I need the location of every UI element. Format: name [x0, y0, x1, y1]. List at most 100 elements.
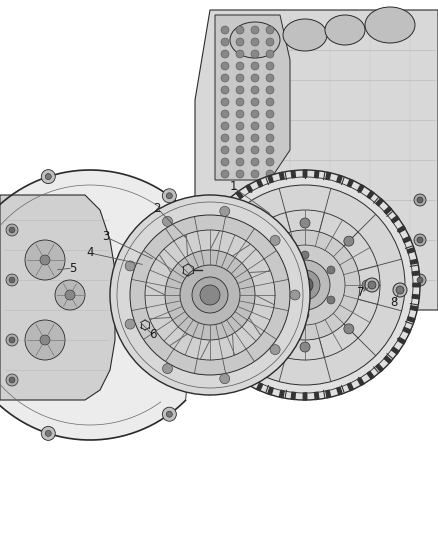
Polygon shape [337, 175, 342, 183]
Ellipse shape [365, 7, 415, 43]
Circle shape [301, 311, 309, 319]
Circle shape [145, 230, 275, 360]
Circle shape [266, 122, 274, 130]
Circle shape [275, 266, 283, 274]
Circle shape [221, 110, 229, 118]
Circle shape [297, 277, 313, 293]
Circle shape [110, 195, 310, 395]
Circle shape [327, 266, 335, 274]
Polygon shape [268, 387, 273, 395]
Circle shape [40, 255, 50, 265]
Circle shape [365, 278, 379, 292]
Polygon shape [218, 207, 226, 214]
Polygon shape [367, 372, 374, 379]
Circle shape [414, 194, 426, 206]
Polygon shape [303, 170, 307, 177]
Circle shape [236, 110, 244, 118]
Polygon shape [268, 175, 273, 183]
Circle shape [251, 26, 259, 34]
Circle shape [6, 374, 18, 386]
Circle shape [238, 280, 248, 290]
Circle shape [256, 324, 266, 334]
Circle shape [165, 250, 255, 340]
Polygon shape [246, 378, 252, 385]
Polygon shape [412, 271, 420, 276]
Circle shape [251, 98, 259, 106]
Polygon shape [384, 356, 392, 364]
Circle shape [221, 50, 229, 58]
Circle shape [221, 26, 229, 34]
Circle shape [236, 146, 244, 154]
Text: 4: 4 [86, 246, 94, 260]
Circle shape [393, 283, 407, 297]
Polygon shape [410, 306, 418, 311]
Polygon shape [413, 283, 420, 287]
Circle shape [221, 158, 229, 166]
Circle shape [266, 158, 274, 166]
Polygon shape [190, 283, 197, 287]
Circle shape [125, 319, 135, 329]
Polygon shape [218, 356, 226, 364]
Circle shape [417, 237, 423, 243]
Polygon shape [357, 184, 364, 192]
Circle shape [6, 274, 18, 286]
Circle shape [251, 38, 259, 46]
Circle shape [162, 407, 177, 421]
Circle shape [300, 218, 310, 228]
Polygon shape [205, 337, 212, 344]
Polygon shape [195, 248, 203, 253]
Circle shape [236, 170, 244, 178]
Circle shape [290, 270, 320, 300]
Polygon shape [215, 15, 290, 180]
Circle shape [275, 296, 283, 304]
Polygon shape [326, 172, 331, 180]
Circle shape [344, 324, 354, 334]
Polygon shape [403, 327, 411, 334]
Polygon shape [246, 184, 252, 192]
Circle shape [270, 345, 280, 354]
Circle shape [236, 158, 244, 166]
Circle shape [266, 62, 274, 70]
Ellipse shape [283, 19, 327, 51]
Polygon shape [211, 216, 219, 223]
Circle shape [6, 334, 18, 346]
Circle shape [266, 98, 274, 106]
Polygon shape [376, 364, 383, 372]
Polygon shape [403, 237, 411, 243]
Polygon shape [236, 372, 243, 379]
Polygon shape [227, 198, 234, 206]
Circle shape [290, 290, 300, 300]
Polygon shape [357, 378, 364, 385]
Polygon shape [195, 317, 203, 322]
Circle shape [256, 236, 266, 246]
Polygon shape [191, 295, 198, 299]
Circle shape [220, 374, 230, 384]
Polygon shape [257, 383, 263, 391]
Polygon shape [303, 393, 307, 400]
Circle shape [251, 122, 259, 130]
Circle shape [221, 170, 229, 178]
Circle shape [236, 86, 244, 94]
Circle shape [251, 110, 259, 118]
Circle shape [266, 86, 274, 94]
Polygon shape [279, 390, 284, 398]
Polygon shape [0, 170, 185, 440]
Circle shape [414, 274, 426, 286]
Circle shape [25, 240, 65, 280]
Circle shape [221, 98, 229, 106]
Circle shape [300, 342, 310, 352]
Circle shape [45, 174, 51, 180]
Circle shape [41, 169, 55, 183]
Polygon shape [236, 191, 243, 199]
Polygon shape [291, 392, 295, 400]
Circle shape [45, 430, 51, 437]
Text: 6: 6 [149, 328, 157, 342]
Circle shape [327, 296, 335, 304]
Circle shape [251, 134, 259, 142]
Polygon shape [291, 171, 295, 178]
Circle shape [236, 74, 244, 82]
Circle shape [221, 146, 229, 154]
Circle shape [221, 62, 229, 70]
Circle shape [65, 290, 75, 300]
Circle shape [251, 74, 259, 82]
